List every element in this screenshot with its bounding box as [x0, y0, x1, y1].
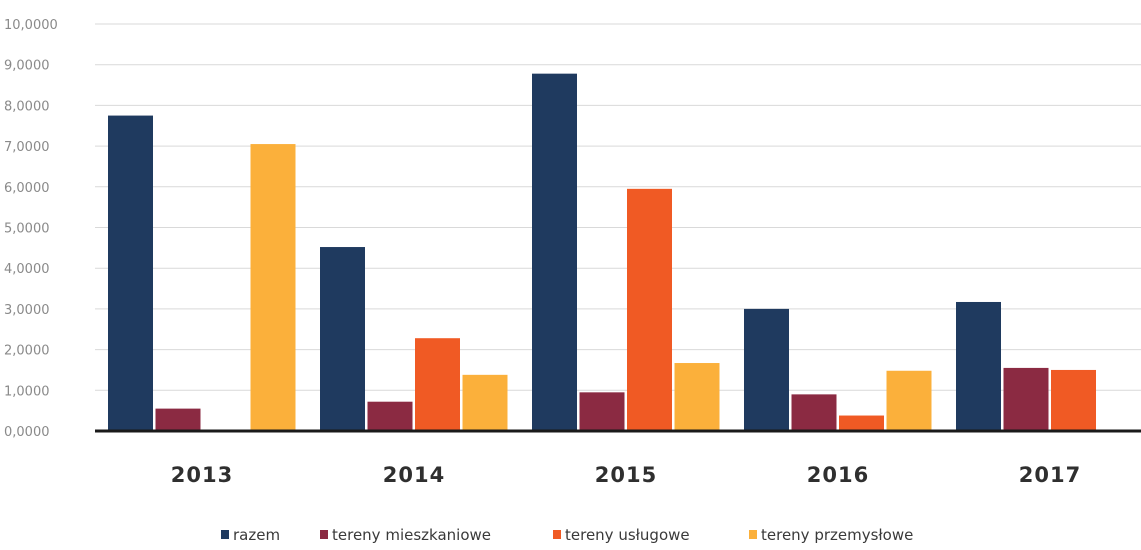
bar-1-2 — [415, 338, 460, 431]
x-tick-label: 2017 — [1019, 463, 1081, 487]
legend-label: tereny mieszkaniowe — [332, 526, 491, 544]
legend-swatch — [221, 530, 229, 539]
y-tick-label: 9,0000 — [4, 59, 50, 74]
bar-2-1 — [579, 392, 625, 431]
bar-2-3 — [674, 363, 720, 431]
legend-label: tereny przemysłowe — [761, 526, 913, 544]
x-tick-label: 2016 — [807, 463, 869, 487]
bar-1-1 — [367, 401, 413, 431]
bars — [108, 73, 1096, 432]
y-tick-label: 2,0000 — [4, 344, 50, 359]
bar-0-1 — [155, 408, 201, 431]
y-tick-label: 1,0000 — [4, 384, 50, 399]
bar-3-0 — [744, 308, 789, 431]
bar-4-2 — [1051, 369, 1096, 431]
bar-4-1 — [1003, 367, 1049, 431]
x-tick-label: 2015 — [595, 463, 657, 487]
legend-swatch — [553, 530, 561, 539]
bar-0-0 — [108, 115, 153, 431]
bar-4-0 — [956, 301, 1001, 431]
legend-swatch — [320, 530, 328, 539]
x-axis-ticks: 2013 2014 2015 2016 2017 — [171, 463, 1081, 487]
legend: razem tereny mieszkaniowe tereny usługowe t… — [221, 526, 913, 544]
y-tick-label: 8,0000 — [4, 99, 50, 114]
bar-3-2 — [839, 415, 884, 431]
bar-1-0 — [320, 247, 365, 431]
bar-3-1 — [791, 394, 837, 431]
legend-label: tereny usługowe — [565, 526, 690, 544]
bar-0-3 — [250, 144, 296, 431]
bar-1-3 — [462, 374, 508, 431]
x-tick-label: 2014 — [383, 463, 445, 487]
y-tick-label: 6,0000 — [4, 181, 50, 196]
bar-2-2 — [627, 188, 672, 431]
y-tick-label: 3,0000 — [4, 303, 50, 318]
bar-3-3 — [886, 370, 932, 431]
x-tick-label: 2013 — [171, 463, 233, 487]
y-tick-label: 5,0000 — [4, 222, 50, 237]
y-tick-label: 0,0000 — [4, 425, 50, 440]
legend-swatch — [749, 530, 757, 539]
y-tick-label: 4,0000 — [4, 262, 50, 277]
y-axis-ticks: 0,0000 1,0000 2,0000 3,0000 4,0000 5,0000 6,00… — [4, 18, 58, 440]
bar-2-0 — [532, 73, 577, 432]
y-tick-label: 10,0000 — [4, 18, 58, 33]
legend-label: razem — [233, 526, 280, 544]
y-tick-label: 7,0000 — [4, 140, 50, 155]
